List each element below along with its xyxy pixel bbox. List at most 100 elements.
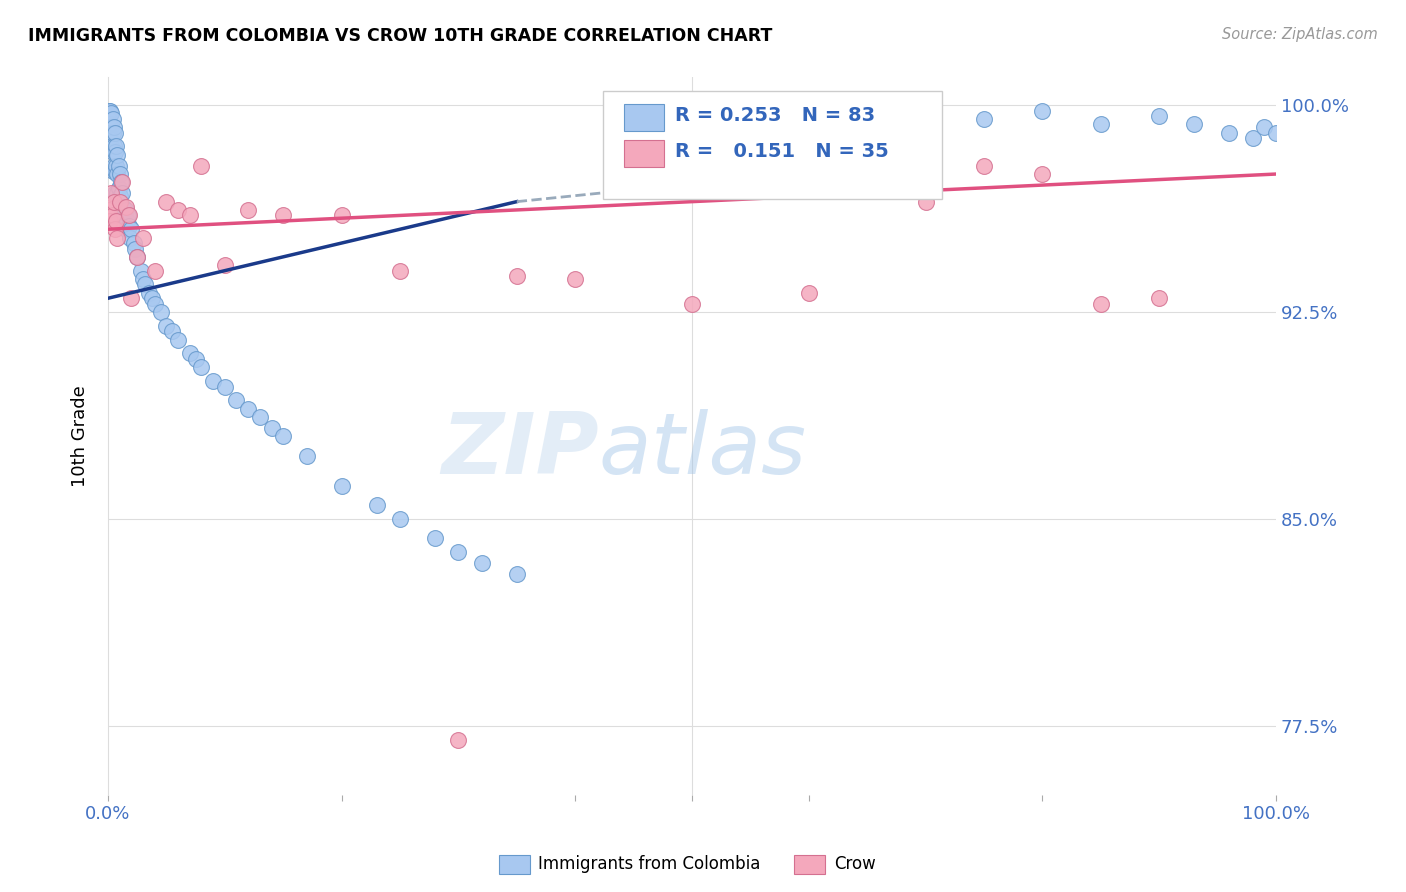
Point [100,139,122,153]
Text: Crow: Crow [834,855,876,873]
Point [190,360,212,375]
Point [122,235,145,250]
Point [271,429,294,443]
Point [295,449,318,463]
Point [98,112,121,126]
Point [1241,131,1264,145]
Point [104,126,127,140]
Point [155,194,177,209]
Point [202,374,225,388]
Point [98,103,121,118]
Point [98,103,121,118]
Point [1031,167,1053,181]
Point [120,222,142,236]
Point [423,532,446,546]
Point [236,401,259,416]
Point [110,175,132,189]
Point [120,230,142,244]
Point [124,242,146,256]
Point [179,346,201,360]
Point [105,214,128,228]
Point [914,103,936,118]
Point [112,200,135,214]
Point [564,272,586,286]
Point [103,159,125,173]
Point [107,181,129,195]
Point [118,219,141,234]
Point [1031,103,1053,118]
Point [184,351,207,366]
Point [214,258,236,272]
Point [260,421,283,435]
Text: Immigrants from Colombia: Immigrants from Colombia [538,855,761,873]
Point [105,139,128,153]
Point [155,318,177,333]
Point [105,186,128,201]
Point [973,159,995,173]
Point [973,112,995,126]
Point [104,164,127,178]
Point [132,230,155,244]
Point [108,189,131,203]
Point [214,379,236,393]
Point [127,250,149,264]
Point [100,186,122,201]
Point [388,512,411,526]
Point [115,214,138,228]
Point [98,131,121,145]
Point [388,263,411,277]
Point [1090,117,1112,131]
Point [1147,291,1170,305]
Point [1253,120,1275,135]
Point [104,186,127,201]
Point [143,297,166,311]
Point [134,277,156,292]
Point [681,297,703,311]
Point [471,556,494,570]
Point [111,175,134,189]
Y-axis label: 10th Grade: 10th Grade [72,385,89,487]
Point [914,194,936,209]
Point [108,167,131,181]
Point [112,209,135,223]
Point [98,202,121,217]
Point [108,194,131,209]
Point [1147,109,1170,123]
Point [100,106,122,120]
Point [447,732,470,747]
Point [101,209,124,223]
Point [138,285,160,300]
Point [104,145,127,159]
Point [111,186,134,201]
Point [330,479,353,493]
Point [167,333,190,347]
Point [98,117,121,131]
Point [103,120,125,135]
Text: ZIP: ZIP [441,409,599,492]
Point [1218,126,1240,140]
Point [105,147,128,161]
Point [98,214,121,228]
Text: R = 0.253   N = 83: R = 0.253 N = 83 [675,106,875,126]
Point [104,222,127,236]
Point [1265,126,1288,140]
Point [132,272,155,286]
Point [114,222,136,236]
Point [149,305,172,319]
Point [190,159,212,173]
Point [111,209,134,223]
Point [1182,117,1205,131]
Point [1090,297,1112,311]
Point [271,209,294,223]
Point [447,545,470,559]
Point [797,285,820,300]
Point [141,291,163,305]
Point [105,167,128,181]
Point [167,202,190,217]
Point [143,263,166,277]
Point [105,159,128,173]
Point [179,209,201,223]
Point [100,120,122,135]
Point [107,159,129,173]
Point [101,145,124,159]
